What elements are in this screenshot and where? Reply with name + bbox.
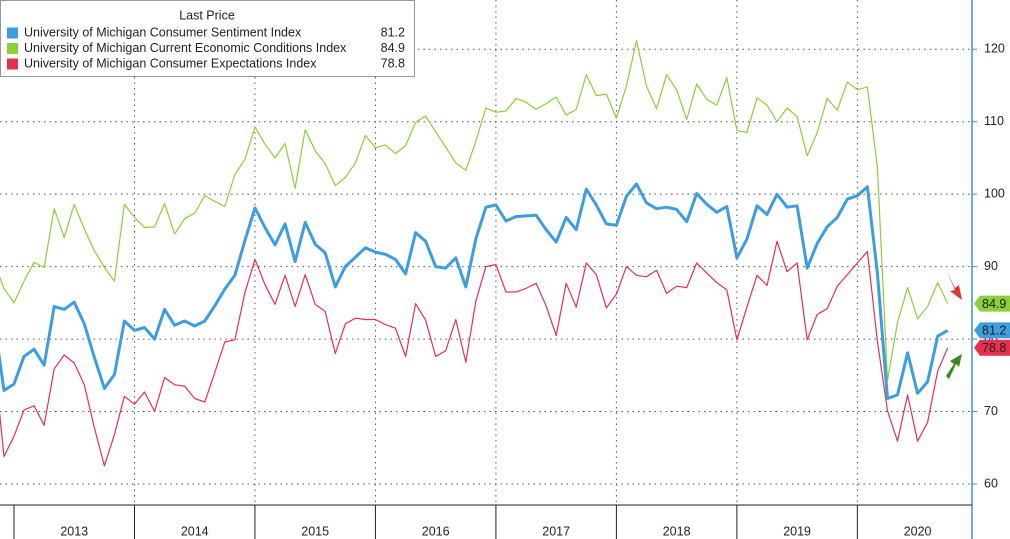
y-tick-label: 110 [984,114,1004,128]
legend-value: 84.9 [381,41,405,55]
last-value-text: 78.8 [982,341,1006,355]
legend-label: University of Michigan Consumer Expectat… [24,56,317,70]
x-tick-label: 2015 [301,524,329,538]
last-value-text: 81.2 [982,324,1006,338]
x-tick-label: 2019 [783,524,811,538]
legend-swatch [7,58,18,70]
arrow-down [947,272,962,300]
legend-label: University of Michigan Current Economic … [24,41,347,55]
last-value-text: 84.9 [982,297,1006,311]
last-value-tag [974,322,1010,339]
legend: Last Price University of Michigan Consum… [0,0,415,77]
y-tick-label: 90 [984,259,998,273]
axes: 6070809010011012020132014201520162017201… [13,42,1005,539]
y-tick-label: 60 [984,476,998,490]
x-tick-label: 2016 [422,524,450,538]
legend-label: University of Michigan Consumer Sentimen… [24,25,302,39]
legend-title: Last Price [179,8,235,22]
legend-swatch [7,27,18,39]
legend-swatch [7,43,18,54]
y-tick-label: 120 [984,42,1005,56]
x-tick-label: 2013 [60,524,88,538]
y-tick-label: 70 [984,404,998,418]
legend-value: 81.2 [381,25,405,39]
last-value-tag [974,339,1010,356]
series-line [0,240,949,467]
plot-area [0,40,949,467]
series-line [0,182,949,400]
legend-value: 78.8 [381,56,405,70]
x-tick-label: 2018 [663,524,691,538]
last-value-tag [974,295,1010,312]
x-tick-label: 2017 [542,524,570,538]
y-tick-label: 100 [984,186,1005,200]
legend-rows: University of Michigan Consumer Sentimen… [7,25,405,70]
legend-box [0,0,415,77]
x-tick-label: 2014 [181,524,209,538]
arrow-up [946,354,962,379]
series-line [0,40,949,381]
last-value-tags: 81.2 84.9 78.8 [974,295,1010,356]
x-tick-label: 2020 [904,524,932,538]
